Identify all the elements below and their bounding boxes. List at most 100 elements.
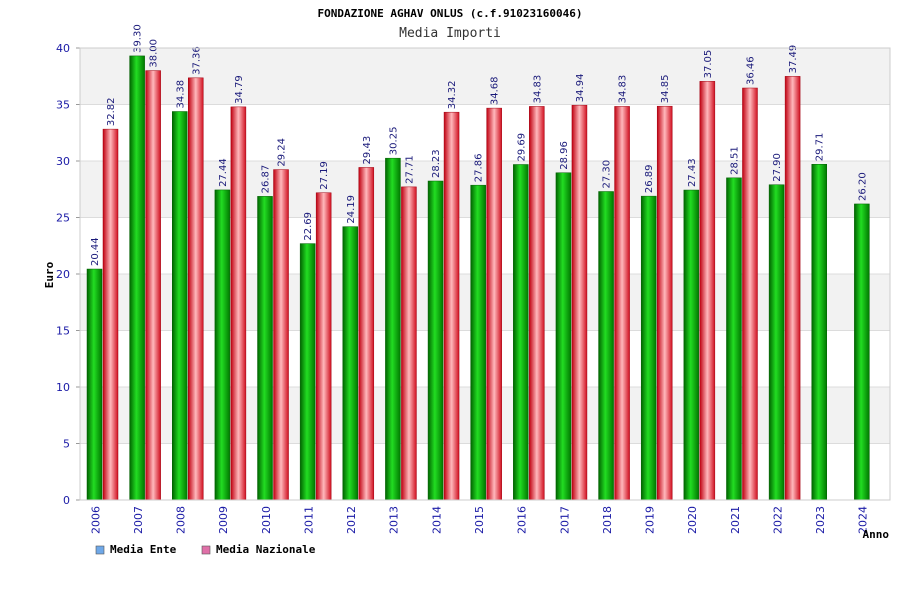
bar-media-ente-2011 [299, 243, 316, 501]
bar-media-ente-2018 [598, 191, 614, 501]
x-tick-label: 2017 [558, 506, 571, 534]
bar-media-ente-2015 [470, 184, 486, 501]
bar-media-ente-2006 [86, 268, 103, 501]
bar-media-ente-2023 [811, 164, 827, 501]
data-label-media-ente-2017: 28.96 [559, 141, 570, 170]
bar-media-nazionale-2014 [443, 111, 460, 501]
data-label-media-ente-2013: 30.25 [388, 127, 399, 156]
data-label-media-ente-2014: 28.23 [431, 149, 442, 178]
data-label-media-ente-2015: 27.86 [474, 154, 485, 183]
data-label-media-nazionale-2015: 34.68 [490, 76, 501, 105]
data-label-media-ente-2006: 20.44 [90, 237, 101, 266]
bar-media-nazionale-2006 [102, 128, 119, 501]
x-tick-label: 2006 [89, 506, 102, 534]
x-tick-label: 2020 [686, 506, 699, 534]
data-label-media-ente-2024: 26.20 [857, 172, 868, 201]
bar-media-nazionale-2020 [699, 81, 716, 501]
bar-media-ente-2020 [683, 189, 700, 501]
data-label-media-nazionale-2016: 34.83 [532, 75, 543, 104]
data-labels: 20.44 32.82 39.30 38.00 34.38 37.36 27.44 34.79… [90, 24, 868, 266]
legend-swatch-media-nazionale [201, 545, 211, 555]
bar-media-ente-2021 [726, 177, 742, 501]
bar-media-ente-2014 [427, 180, 444, 501]
bar-media-nazionale-2019 [656, 105, 673, 501]
x-tick-label: 2009 [217, 506, 230, 534]
bar-media-nazionale-2017 [571, 104, 588, 501]
bar-media-ente-2016 [513, 164, 529, 501]
bar-media-ente-2008 [172, 111, 188, 501]
bar-media-nazionale-2007 [145, 70, 161, 501]
bar-media-nazionale-2022 [784, 76, 801, 501]
data-label-media-nazionale-2018: 34.83 [618, 75, 629, 104]
data-label-media-nazionale-2017: 34.94 [575, 74, 586, 103]
data-label-media-ente-2022: 27.90 [772, 153, 783, 182]
x-tick-label: 2022 [771, 506, 784, 534]
data-label-media-ente-2010: 26.87 [261, 165, 272, 194]
x-tick-label: 2018 [601, 506, 614, 534]
bar-media-nazionale-2021 [742, 87, 758, 501]
x-tick-label: 2023 [814, 506, 827, 534]
legend-swatch-media-ente [95, 545, 105, 555]
data-label-media-ente-2020: 27.43 [687, 158, 698, 187]
bar-media-nazionale-2012 [358, 167, 375, 501]
y-tick-label: 25 [56, 212, 70, 225]
x-tick-label: 2008 [175, 506, 188, 534]
y-axis-label: Euro [43, 261, 56, 288]
x-tick-label: 2021 [729, 506, 742, 534]
data-label-media-ente-2019: 26.89 [644, 165, 655, 194]
data-label-media-nazionale-2013: 27.71 [404, 155, 415, 184]
bar-media-ente-2019 [640, 195, 657, 501]
y-tick-label: 15 [56, 325, 70, 338]
bar-media-nazionale-2015 [486, 107, 502, 501]
bar-media-nazionale-2008 [188, 77, 204, 501]
y-tick-label: 40 [56, 42, 70, 55]
bar-media-ente-2012 [342, 226, 359, 501]
x-tick-label: 2019 [644, 506, 657, 534]
bar-media-nazionale-2009 [230, 106, 247, 501]
bar-media-ente-2013 [385, 157, 401, 501]
x-tick-label: 2015 [473, 506, 486, 534]
data-label-media-nazionale-2022: 37.49 [788, 45, 799, 74]
x-tick-label: 2010 [260, 506, 273, 534]
chart-title: FONDAZIONE AGHAV ONLUS (c.f.91023160046) [318, 7, 583, 20]
data-label-media-nazionale-2009: 34.79 [234, 75, 245, 104]
bar-media-ente-2009 [214, 189, 231, 501]
data-label-media-ente-2018: 27.30 [602, 160, 613, 189]
data-label-media-nazionale-2011: 27.19 [319, 161, 330, 190]
bar-media-ente-2024 [854, 203, 870, 501]
bar-media-nazionale-2013 [401, 186, 417, 501]
legend-label-media-ente: Media Ente [110, 543, 177, 556]
data-label-media-ente-2007: 39.30 [133, 24, 144, 53]
bar-media-nazionale-2016 [529, 106, 545, 501]
y-tick-label: 20 [56, 268, 70, 281]
y-tick-labels: 0 5 10 15 20 25 30 35 40 [56, 42, 70, 507]
x-tick-label: 2014 [430, 506, 443, 534]
data-label-media-ente-2021: 28.51 [729, 146, 740, 175]
data-label-media-ente-2009: 27.44 [218, 158, 229, 187]
bar-media-ente-2022 [768, 184, 785, 501]
bar-media-nazionale-2018 [614, 106, 630, 501]
data-label-media-nazionale-2019: 34.85 [660, 75, 671, 104]
x-tick-label: 2012 [345, 506, 358, 534]
data-label-media-ente-2011: 22.69 [303, 212, 314, 241]
x-tick-label: 2011 [302, 506, 315, 534]
x-tick-label: 2024 [857, 506, 870, 534]
data-label-media-ente-2023: 29.71 [815, 133, 826, 162]
data-label-media-ente-2008: 34.38 [175, 80, 186, 109]
axes [79, 47, 891, 501]
data-label-media-nazionale-2006: 32.82 [106, 97, 117, 126]
data-label-media-nazionale-2020: 37.05 [703, 50, 714, 79]
bar-media-ente-2017 [555, 172, 572, 501]
data-label-media-nazionale-2021: 36.46 [745, 56, 756, 85]
data-label-media-nazionale-2012: 29.43 [362, 136, 373, 165]
bar-media-ente-2010 [257, 196, 273, 501]
y-tick-label: 30 [56, 155, 70, 168]
legend: Media Ente Media Nazionale [95, 543, 316, 556]
bar-media-ente-2007 [129, 55, 145, 501]
x-axis-label: Anno [863, 528, 890, 541]
y-tick-label: 5 [63, 438, 70, 451]
bar-media-nazionale-2010 [273, 169, 289, 501]
chart-subtitle: Media Importi [399, 26, 501, 41]
data-label-media-nazionale-2014: 34.32 [447, 81, 458, 110]
